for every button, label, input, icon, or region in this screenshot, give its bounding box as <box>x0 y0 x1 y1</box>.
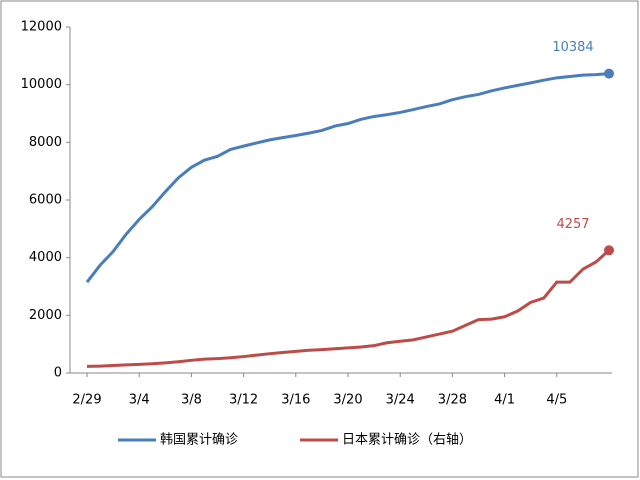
legend-label: 韩国累计确诊 <box>160 433 238 448</box>
x-tick-label: 4/5 <box>546 393 567 408</box>
series-line <box>86 249 611 368</box>
end-point <box>604 68 614 79</box>
x-tick-label: 4/1 <box>494 393 515 408</box>
x-tick-label: 3/28 <box>438 393 467 408</box>
end-point <box>604 245 614 256</box>
series-line <box>85 72 610 284</box>
x-tick-label: 2/29 <box>72 393 101 408</box>
y-tick-label: 6000 <box>29 193 62 208</box>
legend-label: 日本累计确诊（右轴） <box>342 433 472 448</box>
y-tick-label: 10000 <box>21 77 62 92</box>
y-tick-label: 4000 <box>29 250 62 265</box>
x-tick-label: 3/12 <box>229 393 258 408</box>
x-tick-label: 3/4 <box>129 393 150 408</box>
x-tick-label: 3/16 <box>281 393 310 408</box>
y-tick-label: 2000 <box>29 308 62 323</box>
y-tick-label: 12000 <box>21 20 62 35</box>
x-tick-label: 3/20 <box>333 393 362 408</box>
x-tick-label: 3/24 <box>386 393 415 408</box>
x-tick-label: 3/8 <box>181 393 202 408</box>
data-label: 4257 <box>556 217 589 232</box>
y-tick-label: 0 <box>54 366 62 381</box>
data-label: 10384 <box>552 40 593 55</box>
y-tick-label: 8000 <box>29 135 62 150</box>
